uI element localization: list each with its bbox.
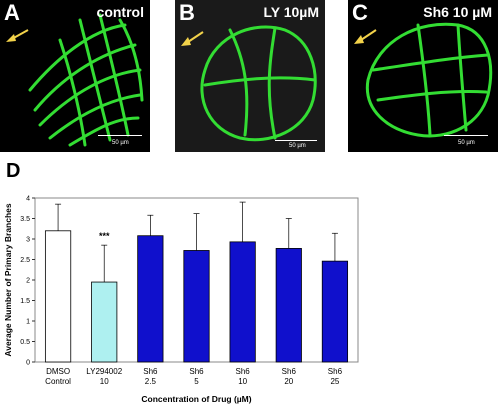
y-tick-label: 1 (26, 319, 30, 326)
panel-a-label: control (96, 4, 144, 20)
panel-c-letter: C (352, 0, 368, 25)
bar (229, 241, 256, 363)
bar-chart: 0 0.5 1 1.5 2 2.5 3 3.5 4 Average Number of Prima… (3, 196, 359, 404)
panel-d-letter: D (6, 160, 21, 182)
panel-b-micrograph (175, 0, 325, 152)
panel-b-letter: B (179, 0, 195, 25)
y-tick-label: 2.5 (20, 257, 30, 264)
x-tick-label: 10 (100, 377, 109, 386)
x-tick-label: 5 (194, 377, 199, 386)
panel-b-arrow (181, 31, 204, 46)
panel-c-label: Sh6 10 µM (423, 4, 492, 20)
x-tick-label: Control (45, 377, 71, 386)
significance-annotation: *** (99, 231, 110, 241)
bar (44, 230, 72, 363)
bar (321, 260, 349, 363)
panel-a-arrow (6, 29, 29, 42)
y-axis-label: Average Number of Primary Branches (3, 203, 13, 356)
y-tick-label: 0 (26, 360, 30, 367)
x-axis-label: Concentration of Drug (µM) (141, 394, 251, 404)
y-tick-label: 1.5 (20, 298, 30, 305)
x-tick-label: Sh6 (143, 367, 158, 376)
y-tick-label: 0.5 (20, 339, 30, 346)
x-tick-label: 25 (330, 377, 339, 386)
panel-b-label: LY 10µM (263, 4, 319, 20)
bar (275, 248, 302, 363)
bar (183, 250, 210, 363)
panel-c: C Sh6 10 µM 50 µm (348, 0, 498, 152)
x-tick-label: 20 (284, 377, 293, 386)
y-tick-label: 3.5 (20, 216, 30, 223)
x-tick-label: Sh6 (282, 367, 297, 376)
panel-a-micrograph (28, 13, 144, 147)
bar (137, 235, 164, 363)
panel-c-micrograph (365, 22, 493, 138)
x-tick-label: 2.5 (145, 377, 157, 386)
panel-a-scale-label: 50 µm (112, 140, 129, 146)
panel-a-letter: A (4, 0, 20, 25)
x-tick-label: DMSO (46, 367, 70, 376)
x-tick-label: Sh6 (236, 367, 251, 376)
y-tick-label: 3 (26, 237, 30, 244)
y-tick-label: 2 (26, 278, 30, 285)
panel-b: B LY 10µM 50 µm (175, 0, 325, 152)
panel-a: A control 50 µm (0, 0, 150, 152)
panel-a-scale-bar (98, 135, 142, 136)
panel-c-scale-bar (444, 135, 488, 136)
y-tick-label: 4 (26, 196, 30, 203)
panel-c-scale-label: 50 µm (458, 140, 475, 146)
bar (91, 281, 118, 363)
panel-b-scale-label: 50 µm (289, 143, 306, 149)
x-tick-label: Sh6 (189, 367, 204, 376)
panel-b-scale-bar (275, 140, 317, 141)
x-tick-label: Sh6 (328, 367, 343, 376)
x-tick-label: 10 (238, 377, 247, 386)
panel-c-arrow (354, 29, 377, 44)
x-tick-label: LY294002 (86, 367, 122, 376)
